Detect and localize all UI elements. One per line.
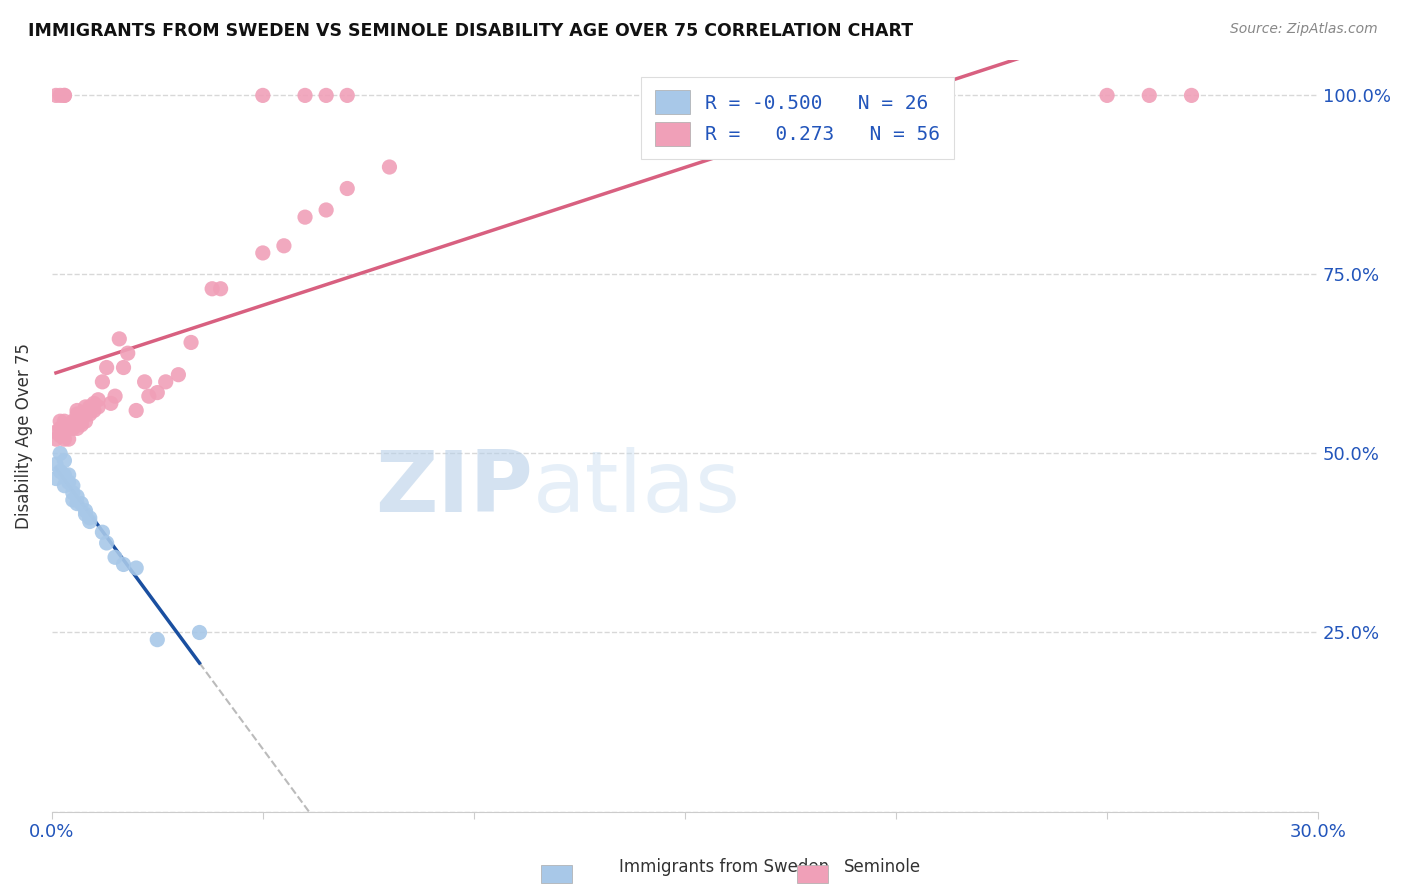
Text: Seminole: Seminole [844, 858, 921, 876]
Point [62, 417, 84, 432]
Point [96, 536, 118, 550]
Point [252, 246, 274, 260]
Point [45, 471, 67, 485]
Point [91, 525, 114, 540]
Point [53, 417, 76, 432]
Point [1180, 88, 1202, 103]
Point [75, 400, 97, 414]
Point [62, 478, 84, 492]
Point [75, 414, 97, 428]
Point [62, 493, 84, 508]
Point [58, 432, 80, 446]
Point [100, 396, 122, 410]
Text: IMMIGRANTS FROM SWEDEN VS SEMINOLE DISABILITY AGE OVER 75 CORRELATION CHART: IMMIGRANTS FROM SWEDEN VS SEMINOLE DISAB… [28, 22, 914, 40]
Point [66, 421, 89, 435]
Point [53, 88, 76, 103]
Point [53, 88, 76, 103]
Point [66, 407, 89, 421]
Point [91, 375, 114, 389]
Point [66, 497, 89, 511]
Point [112, 558, 135, 572]
Point [70, 407, 93, 421]
Point [167, 368, 190, 382]
Point [75, 504, 97, 518]
Point [49, 88, 72, 103]
Point [45, 88, 67, 103]
Point [155, 375, 177, 389]
Point [87, 400, 110, 414]
Point [117, 346, 139, 360]
Y-axis label: Disability Age Over 75: Disability Age Over 75 [15, 343, 32, 529]
Point [87, 392, 110, 407]
Point [83, 396, 105, 410]
Point [45, 432, 67, 446]
Point [96, 360, 118, 375]
Point [378, 160, 401, 174]
Point [83, 403, 105, 417]
Point [125, 561, 148, 575]
Point [180, 335, 202, 350]
Point [66, 417, 89, 432]
Point [209, 282, 232, 296]
Point [79, 515, 101, 529]
Point [53, 478, 76, 492]
Point [108, 332, 131, 346]
Point [146, 385, 169, 400]
Point [273, 239, 295, 253]
Point [70, 497, 93, 511]
Point [66, 490, 89, 504]
Point [53, 432, 76, 446]
Point [70, 414, 93, 428]
Point [104, 389, 127, 403]
Point [1137, 88, 1160, 103]
Point [49, 446, 72, 460]
Point [79, 400, 101, 414]
Point [66, 403, 89, 417]
Point [294, 88, 316, 103]
Point [75, 508, 97, 522]
Point [53, 467, 76, 482]
Legend: R = -0.500   N = 26, R =   0.273   N = 56: R = -0.500 N = 26, R = 0.273 N = 56 [641, 77, 953, 160]
Point [294, 210, 316, 224]
Point [58, 467, 80, 482]
Point [112, 360, 135, 375]
Point [79, 511, 101, 525]
Point [45, 425, 67, 439]
Point [45, 457, 67, 471]
Point [53, 453, 76, 467]
Point [58, 417, 80, 432]
Point [62, 421, 84, 435]
Point [188, 625, 211, 640]
Point [49, 464, 72, 478]
Point [201, 282, 224, 296]
Point [315, 202, 337, 217]
Point [58, 475, 80, 489]
Point [53, 425, 76, 439]
Point [336, 88, 359, 103]
Point [62, 414, 84, 428]
Point [134, 375, 156, 389]
Point [138, 389, 160, 403]
Point [62, 486, 84, 500]
Point [53, 414, 76, 428]
Point [75, 407, 97, 421]
Point [49, 414, 72, 428]
Point [336, 181, 359, 195]
Point [1095, 88, 1118, 103]
Text: Source: ZipAtlas.com: Source: ZipAtlas.com [1230, 22, 1378, 37]
Point [252, 88, 274, 103]
Point [104, 550, 127, 565]
Point [146, 632, 169, 647]
Point [315, 88, 337, 103]
Point [79, 407, 101, 421]
Point [125, 403, 148, 417]
Point [49, 421, 72, 435]
Point [70, 417, 93, 432]
Text: Immigrants from Sweden: Immigrants from Sweden [619, 858, 828, 876]
Point [49, 428, 72, 442]
Text: atlas: atlas [533, 447, 741, 530]
Text: ZIP: ZIP [375, 447, 533, 530]
Point [58, 421, 80, 435]
